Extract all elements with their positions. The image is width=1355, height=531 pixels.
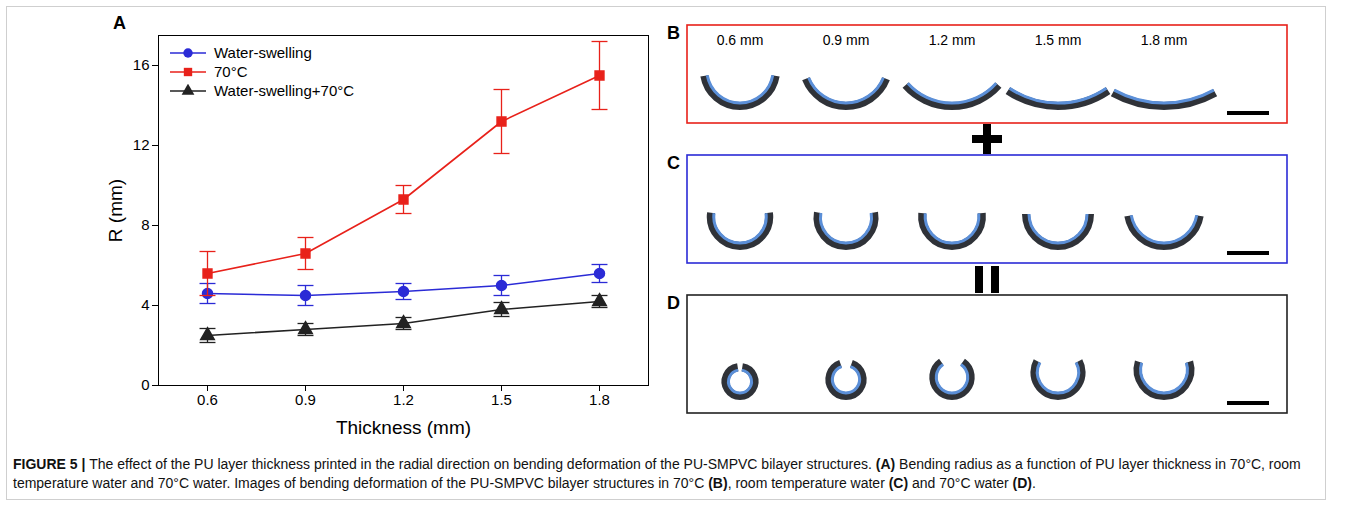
svg-text:0.6 mm: 0.6 mm	[717, 32, 764, 48]
html-text:A: A	[113, 13, 126, 33]
svg-text:8: 8	[141, 216, 149, 233]
svg-text:1.2 mm: 1.2 mm	[929, 32, 976, 48]
svg-text:1.2: 1.2	[393, 391, 414, 408]
svg-text:C: C	[667, 153, 680, 173]
svg-text:0.6: 0.6	[197, 391, 218, 408]
svg-text:0.9 mm: 0.9 mm	[823, 32, 870, 48]
html-text:Water-swelling: Water-swelling	[214, 44, 312, 61]
html-text:70°C: 70°C	[214, 63, 248, 80]
svg-text:1.8: 1.8	[589, 391, 610, 408]
html-text:Water-swelling+70°C: Water-swelling+70°C	[214, 82, 355, 99]
svg-text:1.8 mm: 1.8 mm	[1141, 32, 1188, 48]
html-text:FIGURE 5 | The effect of the P: FIGURE 5 | The effect of the PU layer th…	[13, 456, 1301, 491]
svg-text:0: 0	[141, 376, 149, 393]
svg-text:0.9: 0.9	[295, 391, 316, 408]
svg-text:12: 12	[133, 136, 150, 153]
svg-text:1.5 mm: 1.5 mm	[1035, 32, 1082, 48]
svg-text:B: B	[667, 23, 680, 43]
svg-text:4: 4	[141, 296, 149, 313]
svg-text:1.5: 1.5	[491, 391, 512, 408]
svg-text:16: 16	[133, 56, 150, 73]
svg-text:D: D	[667, 293, 680, 313]
svg-text:R (mm): R (mm)	[105, 179, 126, 242]
svg-text:Thickness (mm): Thickness (mm)	[336, 417, 471, 438]
